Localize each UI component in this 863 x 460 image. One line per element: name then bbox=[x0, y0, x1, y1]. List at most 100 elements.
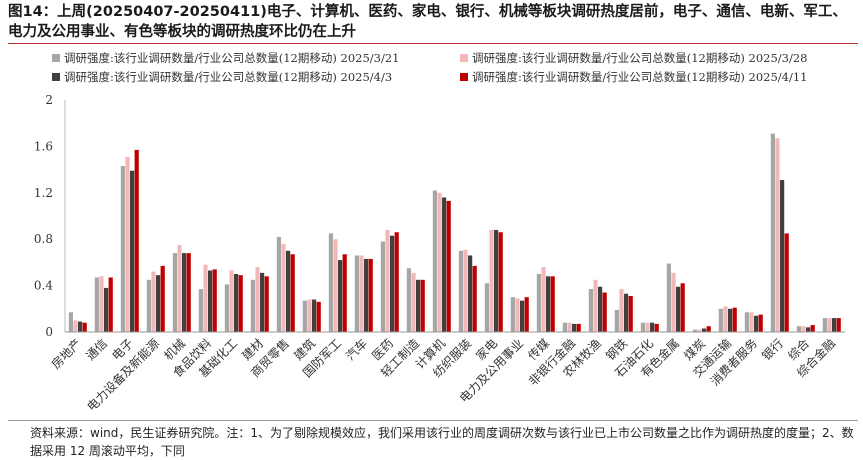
bar-电力设备及新能源-s3 bbox=[156, 275, 161, 332]
bar-医药-s1 bbox=[380, 241, 385, 332]
bar-电力设备及新能源-s1 bbox=[146, 279, 151, 332]
legend-label-3: 调研强度:该行业调研数量/行业公司总数量(12期移动) 2025/4/3 bbox=[64, 70, 392, 84]
bar-房地产-s4 bbox=[82, 322, 87, 332]
bar-综合金融-s4 bbox=[836, 318, 841, 332]
bar-非银行金融-s3 bbox=[572, 323, 577, 332]
bar-商贸零售-s3 bbox=[286, 250, 291, 332]
legend-swatch-2 bbox=[460, 54, 468, 62]
bar-综合金融-s2 bbox=[827, 318, 832, 332]
bar-轻工制造-s2 bbox=[411, 272, 416, 332]
bar-计算机-s4 bbox=[446, 200, 451, 332]
bar-消费者服务-s4 bbox=[758, 314, 763, 332]
bar-基础化工-s4 bbox=[238, 275, 243, 332]
bar-农林牧渔-s1 bbox=[588, 289, 593, 332]
y-tick-label: 0.8 bbox=[34, 232, 53, 246]
bar-基础化工-s3 bbox=[234, 274, 239, 332]
bar-轻工制造-s4 bbox=[420, 279, 425, 332]
bar-石油石化-s1 bbox=[640, 322, 645, 332]
bar-有色金属-s3 bbox=[676, 286, 681, 332]
bar-建筑-s4 bbox=[316, 301, 321, 332]
bar-煤炭-s4 bbox=[706, 326, 711, 332]
bar-交通运输-s3 bbox=[728, 308, 733, 332]
x-tick-label: 汽车 bbox=[343, 336, 371, 364]
bar-家电-s4 bbox=[498, 232, 503, 332]
bar-综合-s3 bbox=[806, 327, 811, 332]
bar-电子-s2 bbox=[125, 156, 130, 332]
bar-有色金属-s1 bbox=[666, 263, 671, 332]
bar-综合金融-s1 bbox=[822, 318, 827, 332]
bar-通信-s1 bbox=[94, 277, 99, 332]
bar-农林牧渔-s2 bbox=[593, 279, 598, 332]
bar-建材-s1 bbox=[250, 279, 255, 332]
bar-钢铁-s4 bbox=[628, 296, 633, 332]
bar-医药-s2 bbox=[385, 229, 390, 332]
bar-家电-s1 bbox=[484, 283, 489, 332]
bar-商贸零售-s1 bbox=[276, 236, 281, 332]
bar-chart: 调研强度:该行业调研数量/行业公司总数量(12期移动) 2025/3/21 调研强… bbox=[34, 51, 845, 414]
bar-综合-s4 bbox=[810, 325, 815, 332]
bar-交通运输-s1 bbox=[718, 308, 723, 332]
bar-银行-s2 bbox=[775, 138, 780, 332]
y-tick-label: 1.2 bbox=[34, 186, 53, 200]
bar-电力及公用事业-s3 bbox=[520, 300, 525, 332]
bar-食品饮料-s3 bbox=[208, 270, 213, 332]
bar-房地产-s2 bbox=[73, 320, 78, 332]
bar-消费者服务-s2 bbox=[749, 312, 754, 332]
bar-机械-s1 bbox=[172, 253, 177, 332]
bar-纺织服装-s1 bbox=[458, 250, 463, 332]
bar-银行-s1 bbox=[770, 133, 775, 332]
y-tick-label: 1.6 bbox=[34, 139, 53, 153]
bar-基础化工-s2 bbox=[229, 270, 234, 332]
bar-商贸零售-s2 bbox=[281, 243, 286, 332]
bar-非银行金融-s1 bbox=[562, 322, 567, 332]
bar-通信-s3 bbox=[104, 287, 109, 332]
legend-label-4: 调研强度:该行业调研数量/行业公司总数量(12期移动) 2025/4/11 bbox=[472, 70, 807, 84]
bar-传媒-s1 bbox=[536, 274, 541, 332]
bar-综合金融-s3 bbox=[832, 318, 837, 332]
bar-传媒-s4 bbox=[550, 276, 555, 332]
legend-swatch-1 bbox=[52, 54, 60, 62]
bar-非银行金融-s2 bbox=[567, 322, 572, 332]
bar-医药-s3 bbox=[390, 235, 395, 332]
x-tick-label: 通信 bbox=[83, 336, 110, 363]
bar-农林牧渔-s4 bbox=[602, 292, 607, 332]
bar-纺织服装-s3 bbox=[468, 255, 473, 332]
bar-食品饮料-s1 bbox=[198, 289, 203, 332]
bar-轻工制造-s1 bbox=[406, 268, 411, 332]
bar-银行-s4 bbox=[784, 233, 789, 332]
title-divider bbox=[8, 43, 858, 44]
bar-煤炭-s2 bbox=[697, 329, 702, 332]
legend-label-2: 调研强度:该行业调研数量/行业公司总数量(12期移动) 2025/3/28 bbox=[472, 51, 807, 65]
bar-商贸零售-s4 bbox=[290, 254, 295, 332]
bar-钢铁-s1 bbox=[614, 309, 619, 332]
bar-非银行金融-s4 bbox=[576, 323, 581, 332]
bar-消费者服务-s1 bbox=[744, 312, 749, 332]
bar-综合-s1 bbox=[796, 326, 801, 332]
bar-汽车-s2 bbox=[359, 255, 364, 332]
bar-钢铁-s3 bbox=[624, 293, 629, 332]
bar-机械-s2 bbox=[177, 245, 182, 332]
bar-国防军工-s1 bbox=[328, 233, 333, 332]
bar-电力及公用事业-s2 bbox=[515, 298, 520, 332]
bar-机械-s4 bbox=[186, 253, 191, 332]
bar-煤炭-s3 bbox=[702, 328, 707, 332]
bar-机械-s3 bbox=[182, 253, 187, 332]
bar-纺织服装-s2 bbox=[463, 249, 468, 332]
legend-swatch-4 bbox=[460, 73, 468, 81]
y-tick-label: 2 bbox=[45, 93, 53, 107]
y-tick-label: 0.4 bbox=[34, 279, 53, 293]
bar-综合-s2 bbox=[801, 326, 806, 332]
bar-房地产-s1 bbox=[68, 312, 73, 332]
bar-建筑-s2 bbox=[307, 299, 312, 332]
bar-家电-s3 bbox=[494, 229, 499, 332]
bar-通信-s2 bbox=[99, 276, 104, 332]
bar-汽车-s3 bbox=[364, 258, 369, 332]
bar-电力设备及新能源-s2 bbox=[151, 271, 156, 332]
y-axis: 0 0.4 0.8 1.2 1.6 2 bbox=[34, 93, 66, 339]
bar-石油石化-s2 bbox=[645, 322, 650, 332]
bar-建材-s3 bbox=[260, 272, 265, 332]
bar-电子-s3 bbox=[130, 170, 135, 332]
bar-煤炭-s1 bbox=[692, 329, 697, 332]
footer-divider bbox=[8, 420, 858, 421]
bar-电力及公用事业-s1 bbox=[510, 297, 515, 332]
